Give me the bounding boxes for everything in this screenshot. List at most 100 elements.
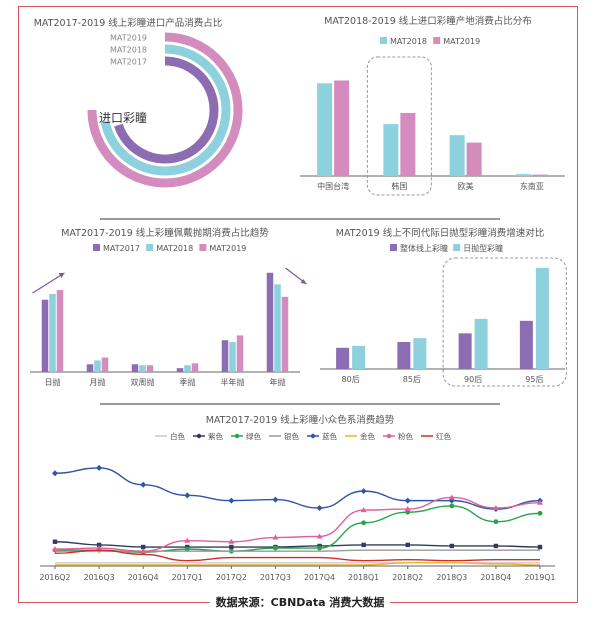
legend-label-MAT2019: MAT2019 bbox=[443, 37, 480, 46]
category-label-日抛: 日抛 bbox=[45, 377, 61, 387]
import-share-center-label: 进口彩瞳 bbox=[99, 110, 147, 125]
radial-bar-MAT2017 bbox=[114, 56, 219, 164]
point-蓝色-2017Q1 bbox=[184, 492, 191, 499]
bar-欧美-MAT2018 bbox=[449, 135, 465, 176]
highlight-box-90s-95s bbox=[442, 257, 567, 387]
color-trend-title: MAT2017-2019 线上彩瞳小众色系消费趋势 bbox=[206, 414, 395, 426]
point-紫色-2018Q1 bbox=[361, 542, 366, 548]
category-label-85后: 85后 bbox=[403, 374, 421, 384]
series-line-紫色 bbox=[54, 541, 541, 548]
x-tick-label-2017Q2: 2017Q2 bbox=[216, 573, 247, 582]
category-label-欧美: 欧美 bbox=[458, 181, 474, 191]
bar-半年抛-MAT2018 bbox=[229, 342, 236, 372]
x-tick-label-2018Q2: 2018Q2 bbox=[392, 573, 423, 582]
category-label-月抛: 月抛 bbox=[90, 377, 106, 387]
category-label-半年抛: 半年抛 bbox=[221, 377, 245, 387]
category-label-90后: 90后 bbox=[464, 374, 482, 384]
point-紫色-2017Q2 bbox=[229, 544, 234, 550]
legend-label-MAT2019: MAT2019 bbox=[209, 244, 246, 253]
point-粉色-2017Q1 bbox=[184, 537, 191, 543]
bar-95后-日抛型彩瞳 bbox=[535, 267, 549, 369]
legend-swatch-日抛型彩瞳 bbox=[453, 244, 461, 251]
series-line-粉色 bbox=[54, 496, 541, 552]
point-粉色-2019Q1 bbox=[537, 499, 543, 505]
point-粉色-2018Q4 bbox=[492, 505, 499, 510]
bar-月抛-MAT2018 bbox=[94, 360, 101, 372]
legend-swatch-整体线上彩瞳 bbox=[390, 244, 397, 251]
point-紫色-2018Q3 bbox=[449, 543, 455, 549]
bar-欧美-MAT2019 bbox=[466, 142, 482, 176]
legend-marker-紫色 bbox=[196, 433, 202, 439]
point-紫色-2019Q1 bbox=[537, 544, 543, 550]
point-紫色-2016Q4 bbox=[140, 544, 146, 550]
legend-swatch-MAT2018 bbox=[380, 37, 387, 44]
point-绿色-2018Q1 bbox=[361, 520, 367, 526]
bar-年抛-MAT2019 bbox=[281, 296, 289, 372]
series-line-红色 bbox=[54, 549, 540, 562]
bar-月抛-MAT2019 bbox=[101, 357, 109, 372]
radial-label-MAT2019: MAT2019 bbox=[110, 34, 147, 43]
legend-swatch-MAT2018 bbox=[146, 244, 154, 251]
point-蓝色-2018Q2 bbox=[404, 497, 411, 504]
point-紫色-2016Q2 bbox=[52, 539, 58, 544]
bar-双周抛-MAT2018 bbox=[139, 365, 146, 372]
bar-双周抛-MAT2017 bbox=[131, 364, 139, 372]
legend-label-蓝色: 蓝色 bbox=[322, 431, 337, 441]
point-蓝色-2017Q3 bbox=[272, 496, 279, 503]
series-line-绿色 bbox=[55, 505, 541, 553]
radial-label-MAT2018: MAT2018 bbox=[110, 46, 147, 55]
trend-arrowhead-up bbox=[58, 273, 65, 278]
bar-双周抛-MAT2019 bbox=[146, 365, 154, 372]
bar-80后-日抛型彩瞳 bbox=[352, 345, 366, 369]
point-蓝色-2016Q4 bbox=[140, 481, 147, 488]
bar-年抛-MAT2017 bbox=[266, 272, 274, 372]
bar-季抛-MAT2017 bbox=[176, 368, 184, 372]
legend-marker-蓝色 bbox=[310, 433, 316, 439]
bar-日抛-MAT2019 bbox=[56, 290, 64, 372]
highlight-box-korea bbox=[366, 56, 432, 196]
legend-label-红色: 红色 bbox=[436, 431, 451, 441]
legend-label-MAT2018: MAT2018 bbox=[156, 244, 193, 253]
point-蓝色-2018Q1 bbox=[360, 488, 367, 495]
point-蓝色-2016Q3 bbox=[96, 464, 103, 471]
legend-swatch-MAT2019 bbox=[433, 37, 441, 44]
radial-bar-MAT2019 bbox=[87, 32, 243, 188]
point-粉色-2018Q2 bbox=[404, 506, 411, 512]
bar-日抛-MAT2018 bbox=[49, 293, 56, 372]
legend-marker-绿色 bbox=[234, 433, 240, 439]
cycle-share-title: MAT2017-2019 线上彩瞳佩戴抛期消费占比趋势 bbox=[61, 227, 269, 239]
bar-90后-整体线上彩瞳 bbox=[458, 333, 472, 369]
legend-label-金色: 金色 bbox=[360, 431, 375, 441]
bar-韩国-MAT2019 bbox=[400, 112, 416, 176]
bar-中国台湾-MAT2018 bbox=[317, 83, 333, 176]
origin-share-title: MAT2018-2019 线上进口彩瞳产地消费占比分布 bbox=[324, 15, 532, 27]
point-蓝色-2016Q2 bbox=[52, 470, 58, 477]
bar-东南亚-MAT2019 bbox=[532, 174, 548, 176]
point-紫色-2016Q3 bbox=[96, 542, 102, 548]
bar-95后-整体线上彩瞳 bbox=[519, 320, 533, 369]
bar-季抛-MAT2018 bbox=[184, 365, 191, 372]
point-粉色-2018Q3 bbox=[448, 494, 455, 500]
legend-swatch-MAT2019 bbox=[199, 244, 207, 251]
legend-swatch-MAT2017 bbox=[93, 244, 100, 251]
legend-marker-粉色 bbox=[386, 433, 392, 439]
point-绿色-2019Q1 bbox=[537, 510, 543, 516]
generation-growth-title: MAT2019 线上不同代际日抛型彩瞳消费增速对比 bbox=[336, 227, 544, 239]
point-绿色-2017Q3 bbox=[273, 545, 278, 551]
bar-东南亚-MAT2018 bbox=[515, 174, 531, 176]
import-share-title: MAT2017-2019 线上彩瞳进口产品消费占比 bbox=[34, 17, 223, 29]
bar-年抛-MAT2018 bbox=[274, 284, 281, 372]
category-label-季抛: 季抛 bbox=[180, 377, 196, 387]
series-line-蓝色 bbox=[54, 467, 541, 510]
legend-label-MAT2017: MAT2017 bbox=[103, 244, 140, 253]
category-label-95后: 95后 bbox=[525, 374, 543, 384]
category-label-韩国: 韩国 bbox=[391, 181, 407, 191]
legend-label-整体线上彩瞳: 整体线上彩瞳 bbox=[400, 243, 448, 253]
point-粉色-2017Q3 bbox=[272, 534, 279, 540]
point-蓝色-2017Q4 bbox=[316, 505, 323, 511]
x-tick-label-2018Q4: 2018Q4 bbox=[480, 573, 511, 582]
bar-半年抛-MAT2017 bbox=[221, 340, 229, 372]
bar-80后-整体线上彩瞳 bbox=[336, 347, 350, 369]
point-绿色-2017Q1 bbox=[184, 546, 190, 552]
